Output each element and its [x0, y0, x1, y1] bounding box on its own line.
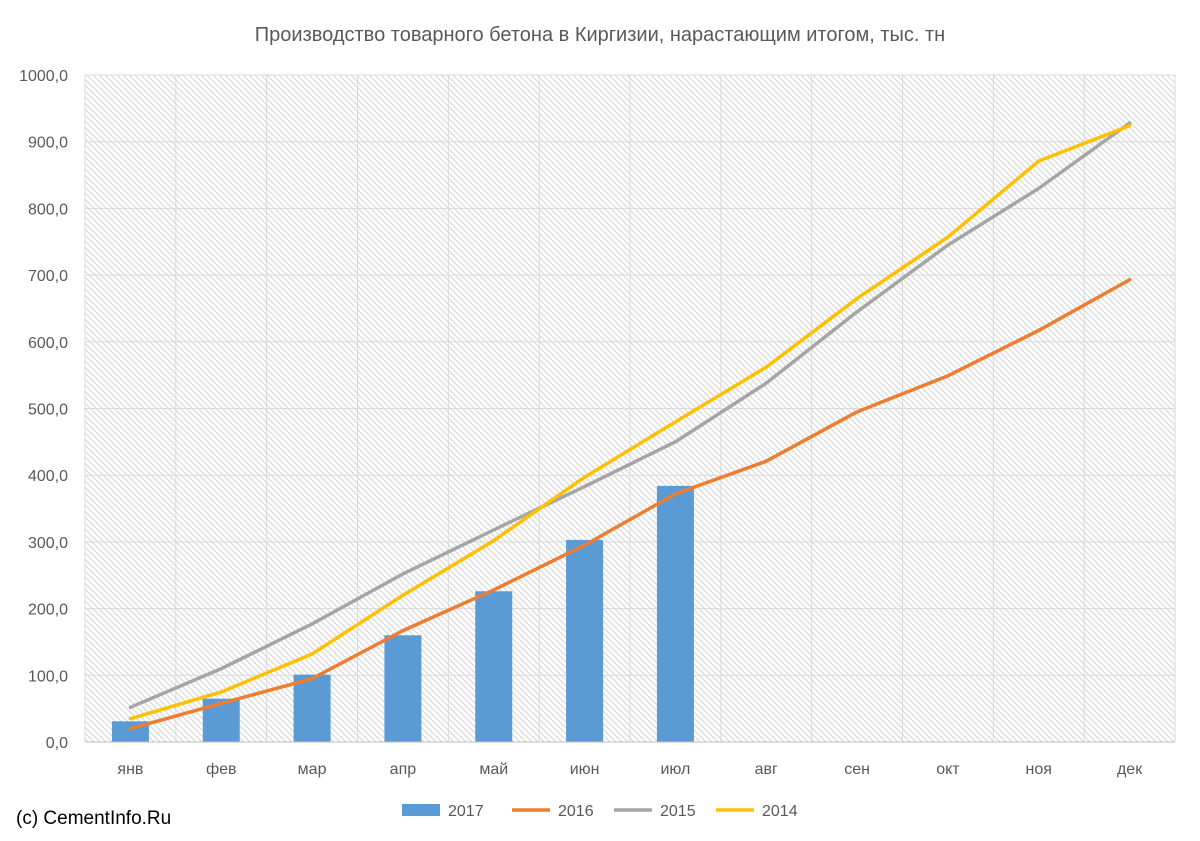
- x-tick-label: окт: [936, 761, 960, 778]
- bar-2017: [566, 539, 604, 742]
- legend: 2017 2016 2015 2014: [402, 803, 798, 820]
- y-tick-label: 400,0: [28, 468, 68, 485]
- x-tick-label: апр: [390, 761, 417, 778]
- vertical-gridlines: [84, 75, 1176, 742]
- legend-swatch-2017: [402, 804, 440, 816]
- legend-label-2014: 2014: [762, 803, 798, 820]
- legend-label-2017: 2017: [448, 803, 484, 820]
- y-tick-label: 600,0: [28, 335, 68, 352]
- legend-label-2015: 2015: [660, 803, 696, 820]
- x-tick-label: июн: [570, 761, 600, 778]
- x-tick-label: сен: [844, 761, 870, 778]
- y-tick-label: 100,0: [28, 668, 68, 685]
- line-series-group: [128, 121, 1132, 731]
- bar-2017: [656, 485, 694, 742]
- y-axis-tick-labels: 0,0 100,0 200,0 300,0 400,0 500,0 600,0 700,0 80…: [19, 68, 68, 752]
- bar-2017: [293, 674, 331, 742]
- line-series-2014: [128, 123, 1132, 721]
- x-tick-label: ноя: [1026, 761, 1052, 778]
- y-tick-label: 300,0: [28, 535, 68, 552]
- y-tick-label: 500,0: [28, 402, 68, 419]
- x-axis-tick-labels: янв фев мар апр май июн июл авг сен окт ноя дек: [117, 761, 1143, 778]
- y-tick-label: 900,0: [28, 135, 68, 152]
- y-tick-label: 0,0: [46, 735, 68, 752]
- x-tick-label: май: [479, 761, 508, 778]
- chart-title: Производство товарного бетона в Киргизии…: [255, 24, 945, 46]
- line-series-2015: [128, 121, 1132, 710]
- line-series-2016: [128, 278, 1132, 731]
- y-tick-label: 700,0: [28, 268, 68, 285]
- y-tick-label: 800,0: [28, 201, 68, 218]
- bar-2017: [384, 635, 422, 742]
- x-tick-label: янв: [117, 761, 143, 778]
- y-tick-label: 1000,0: [19, 68, 68, 85]
- bar-2017: [475, 591, 513, 742]
- legend-label-2016: 2016: [558, 803, 594, 820]
- x-tick-label: дек: [1117, 761, 1143, 778]
- copyright-label: (c) CementInfo.Ru: [16, 808, 172, 829]
- y-tick-label: 200,0: [28, 602, 68, 619]
- x-tick-label: мар: [298, 761, 327, 778]
- x-tick-label: фев: [206, 761, 237, 778]
- x-tick-label: июл: [660, 761, 690, 778]
- x-tick-label: авг: [755, 761, 778, 778]
